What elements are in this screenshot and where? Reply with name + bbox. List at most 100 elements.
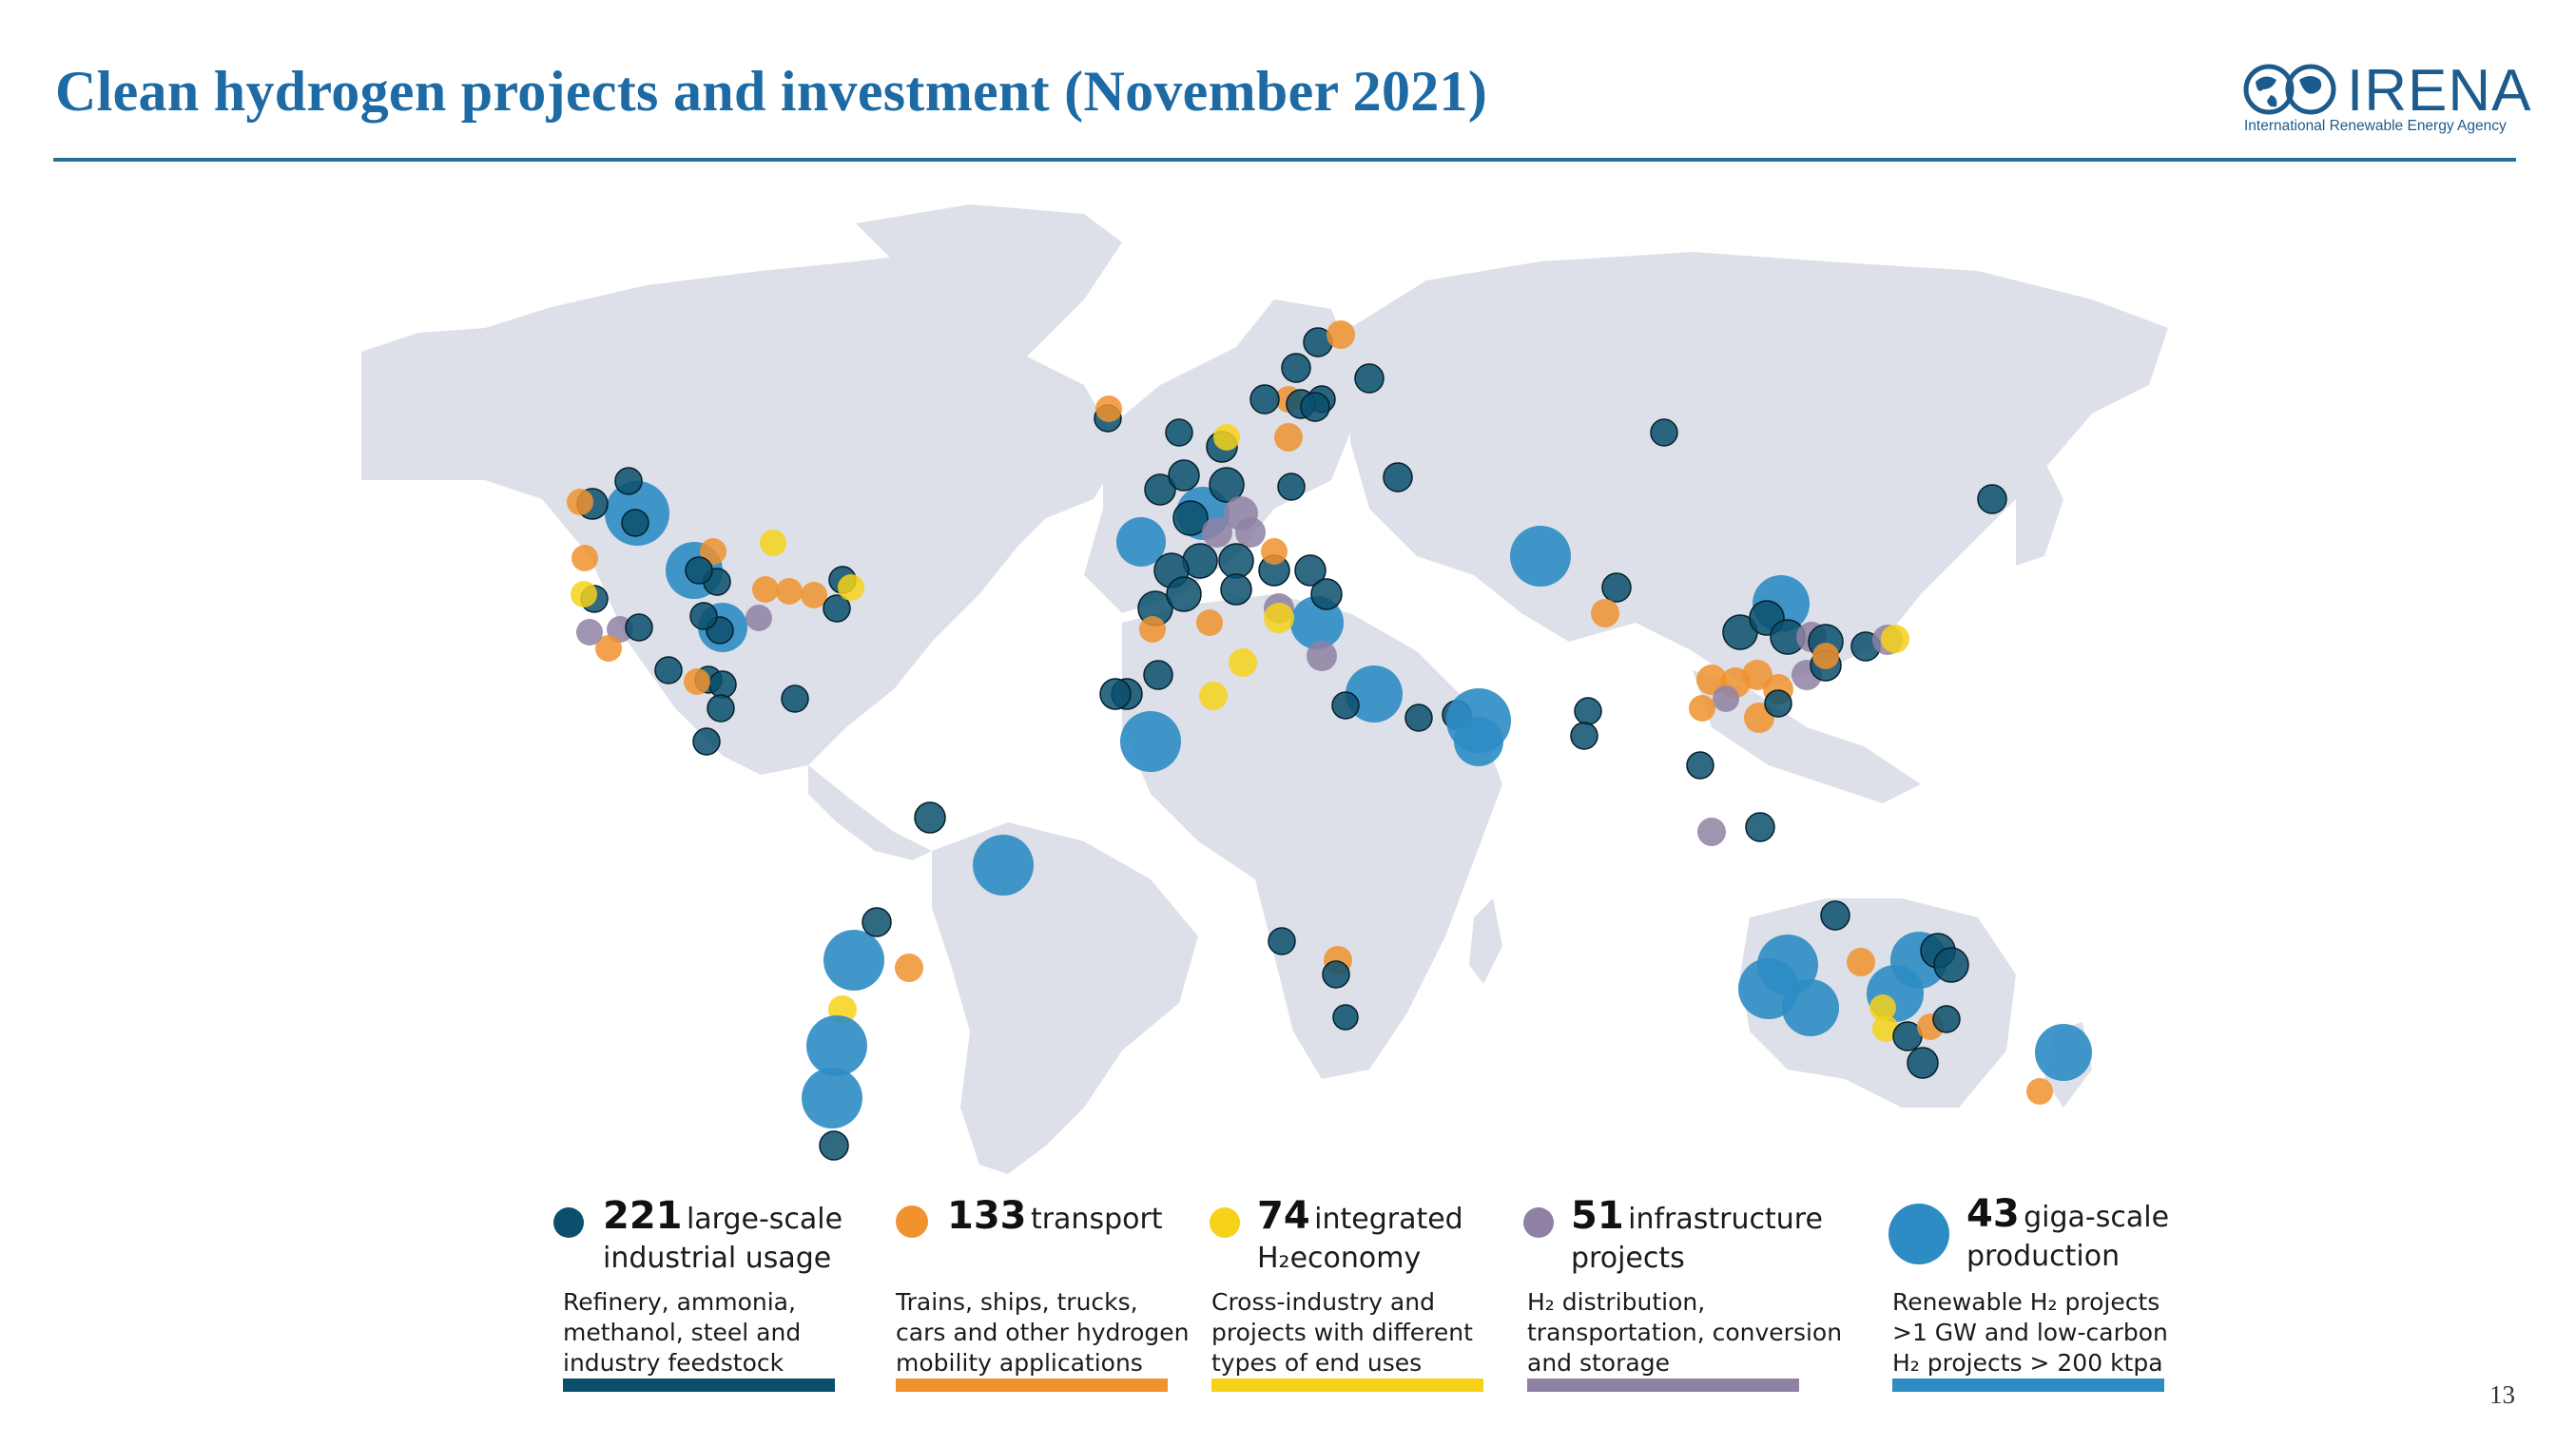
industrial-project-marker [1277,472,1306,501]
infrastructure-project-marker [1697,818,1726,846]
infrastructure-project-marker [1235,517,1266,548]
landmass-north-america [361,252,1122,775]
industrial-project-marker [1172,500,1209,536]
industrial-project-marker [1143,660,1173,690]
legend-desc-line: H₂ distribution, [1527,1288,1706,1316]
integrated-project-marker [1199,682,1228,710]
giga-project-marker [1782,979,1839,1036]
legend-label-infrastructure: infrastructure [1628,1203,1823,1236]
legend-label-integrated: integrated [1314,1203,1463,1236]
giga-project-marker [1346,665,1403,723]
page-number: 13 [2489,1380,2515,1409]
industrial-project-marker [1331,691,1360,720]
industrial-project-marker [819,1130,849,1161]
integrated-project-marker [1213,424,1240,451]
industrial-project-marker [654,656,683,684]
legend-label-transport: transport [1030,1203,1163,1236]
legend-bar-giga [1892,1379,2164,1392]
integrated-project-marker [1881,625,1909,653]
legend-desc-line: >1 GW and low-carbon [1892,1319,2168,1346]
transport-project-marker [571,545,598,571]
industrial-project-marker [1907,1047,1939,1079]
legend-desc-line: H₂ projects > 200 ktpa [1892,1349,2163,1377]
irena-logo: IRENA International Renewable Energy Age… [2242,58,2530,137]
landmass-greenland [856,204,1122,357]
industrial-project-marker [1570,722,1598,750]
integrated-project-marker [760,530,786,556]
legend-count-transport: 133 [947,1194,1027,1238]
legend-count-integrated: 74 [1257,1194,1310,1238]
industrial-project-marker [1322,960,1350,989]
integrated-project-marker [1264,603,1294,633]
legend-label2-industrial: industrial usage [603,1242,832,1275]
integrated-project-marker [1869,994,1896,1021]
industrial-project-marker [1281,353,1311,383]
transport-project-marker [700,538,726,565]
legend-desc-line: industry feedstock [563,1349,784,1377]
industrial-project-marker [1099,678,1132,710]
legend-desc-line: mobility applications [896,1349,1143,1377]
landmass-japan [2016,461,2063,566]
giga-project-marker [802,1068,862,1128]
infrastructure-project-marker [1713,685,1739,712]
giga-project-marker [2035,1024,2092,1081]
transport-project-marker [1196,609,1223,636]
legend-label2-integrated: H₂economy [1257,1242,1422,1275]
transport-project-marker [1139,616,1166,643]
industrial-project-marker [1300,392,1330,422]
legend-desc-line: projects with different [1211,1319,1473,1346]
industrial-project-marker [1218,543,1254,579]
legend-desc-line: types of end uses [1211,1349,1423,1377]
infrastructure-project-marker [576,619,603,646]
legend-desc-line: methanol, steel and [563,1319,802,1346]
legend-bar-infrastructure [1527,1379,1799,1392]
industrial-project-marker [1764,689,1792,718]
industrial-project-marker [1686,751,1714,780]
integrated-project-marker [1872,1015,1899,1042]
transport-marker-icon [896,1205,928,1238]
slide-title: Clean hydrogen projects and investment (… [55,60,1488,123]
industrial-project-marker [1932,1005,1961,1033]
giga-project-marker [1454,717,1503,766]
transport-project-marker [1261,538,1288,565]
transport-project-marker [1095,395,1122,422]
legend-count-industrial: 221 [603,1194,683,1238]
transport-project-marker [1274,423,1303,452]
industrial-project-marker [781,684,809,713]
legend-label-industrial: large-scale [686,1203,843,1236]
infrastructure-project-marker [1202,517,1232,548]
industrial-project-marker [1168,459,1200,492]
industrial-project-marker [689,602,718,630]
giga-project-marker [973,835,1034,896]
irena-globe-icon [2243,64,2336,115]
industrial-project-marker [1220,573,1252,606]
legend-label-giga: giga-scale [2024,1201,2170,1234]
industrial-project-marker [1166,576,1202,612]
landmass-se-asia [1693,670,1921,803]
integrated-project-marker [571,581,597,607]
transport-project-marker [595,635,622,662]
legend-desc-line: Renewable H₂ projects [1892,1288,2160,1316]
industrial-project-marker [1209,467,1245,503]
integrated-marker-icon [1210,1207,1240,1238]
legend-desc-line: Trains, ships, trucks, [896,1288,1138,1316]
industrial-project-marker [685,556,713,585]
industrial-project-marker [1354,363,1385,394]
transport-project-marker [1327,320,1355,349]
landmass-madagascar [1469,898,1502,984]
legend-count-infrastructure: 51 [1571,1194,1624,1238]
industrial-project-marker [1601,572,1632,603]
legend-label2-infrastructure: projects [1571,1242,1685,1275]
integrated-project-marker [838,574,864,601]
giga-project-marker [1116,517,1166,567]
transport-project-marker [1847,948,1875,976]
industrial-project-marker [621,509,649,537]
legend-bar-integrated [1211,1379,1483,1392]
industrial-project-marker [862,907,892,937]
legend-label2-giga: production [1966,1240,2121,1273]
industrial-project-marker [1249,384,1280,415]
infrastructure-project-marker [1307,641,1337,671]
industrial-project-marker [1933,947,1969,983]
world-map [361,195,2178,1184]
title-divider [53,158,2516,162]
